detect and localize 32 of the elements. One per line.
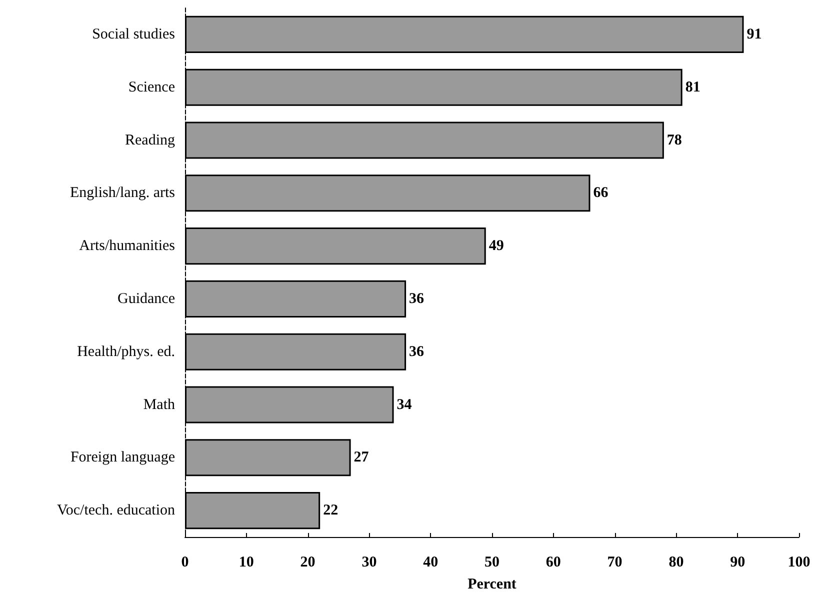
y-tick-label: Voc/tech. education [56, 502, 176, 519]
x-tick-label: 20 [300, 554, 316, 570]
x-tick-label: 100 [788, 554, 810, 570]
x-tick-label: 30 [362, 554, 377, 570]
data-label: 34 [396, 396, 412, 413]
x-tick-label: 80 [668, 554, 684, 570]
data-label: 81 [685, 79, 700, 96]
data-label: 22 [323, 502, 338, 519]
y-tick-label: Foreign language [70, 450, 176, 466]
data-label: 66 [593, 185, 609, 202]
data-label: 91 [746, 26, 762, 42]
y-tick-label: Math [143, 396, 176, 413]
y-tick-label: Social studies [92, 26, 176, 42]
x-tick-label: 10 [238, 554, 254, 570]
x-tick-label: 0 [181, 554, 189, 570]
data-label: 27 [354, 450, 370, 466]
x-tick-label: 90 [730, 554, 746, 570]
data-label: 78 [666, 132, 682, 148]
data-label: 36 [409, 290, 425, 307]
x-tick-label: 60 [546, 554, 561, 570]
y-tick-label: Arts/humanities [79, 238, 176, 254]
data-label: 49 [488, 238, 504, 254]
y-tick-label: Guidance [118, 290, 176, 307]
data-label: 36 [409, 344, 425, 360]
y-tick-label: Science [128, 79, 176, 96]
x-tick-label: 50 [484, 554, 500, 570]
y-tick-label: Reading [125, 132, 176, 148]
y-tick-label: Health/phys. ed. [77, 344, 175, 360]
x-axis-title: Percent [468, 576, 516, 592]
x-tick-label: 40 [423, 554, 438, 570]
x-tick-label: 70 [607, 554, 622, 570]
y-tick-label: English/lang. arts [70, 185, 176, 202]
